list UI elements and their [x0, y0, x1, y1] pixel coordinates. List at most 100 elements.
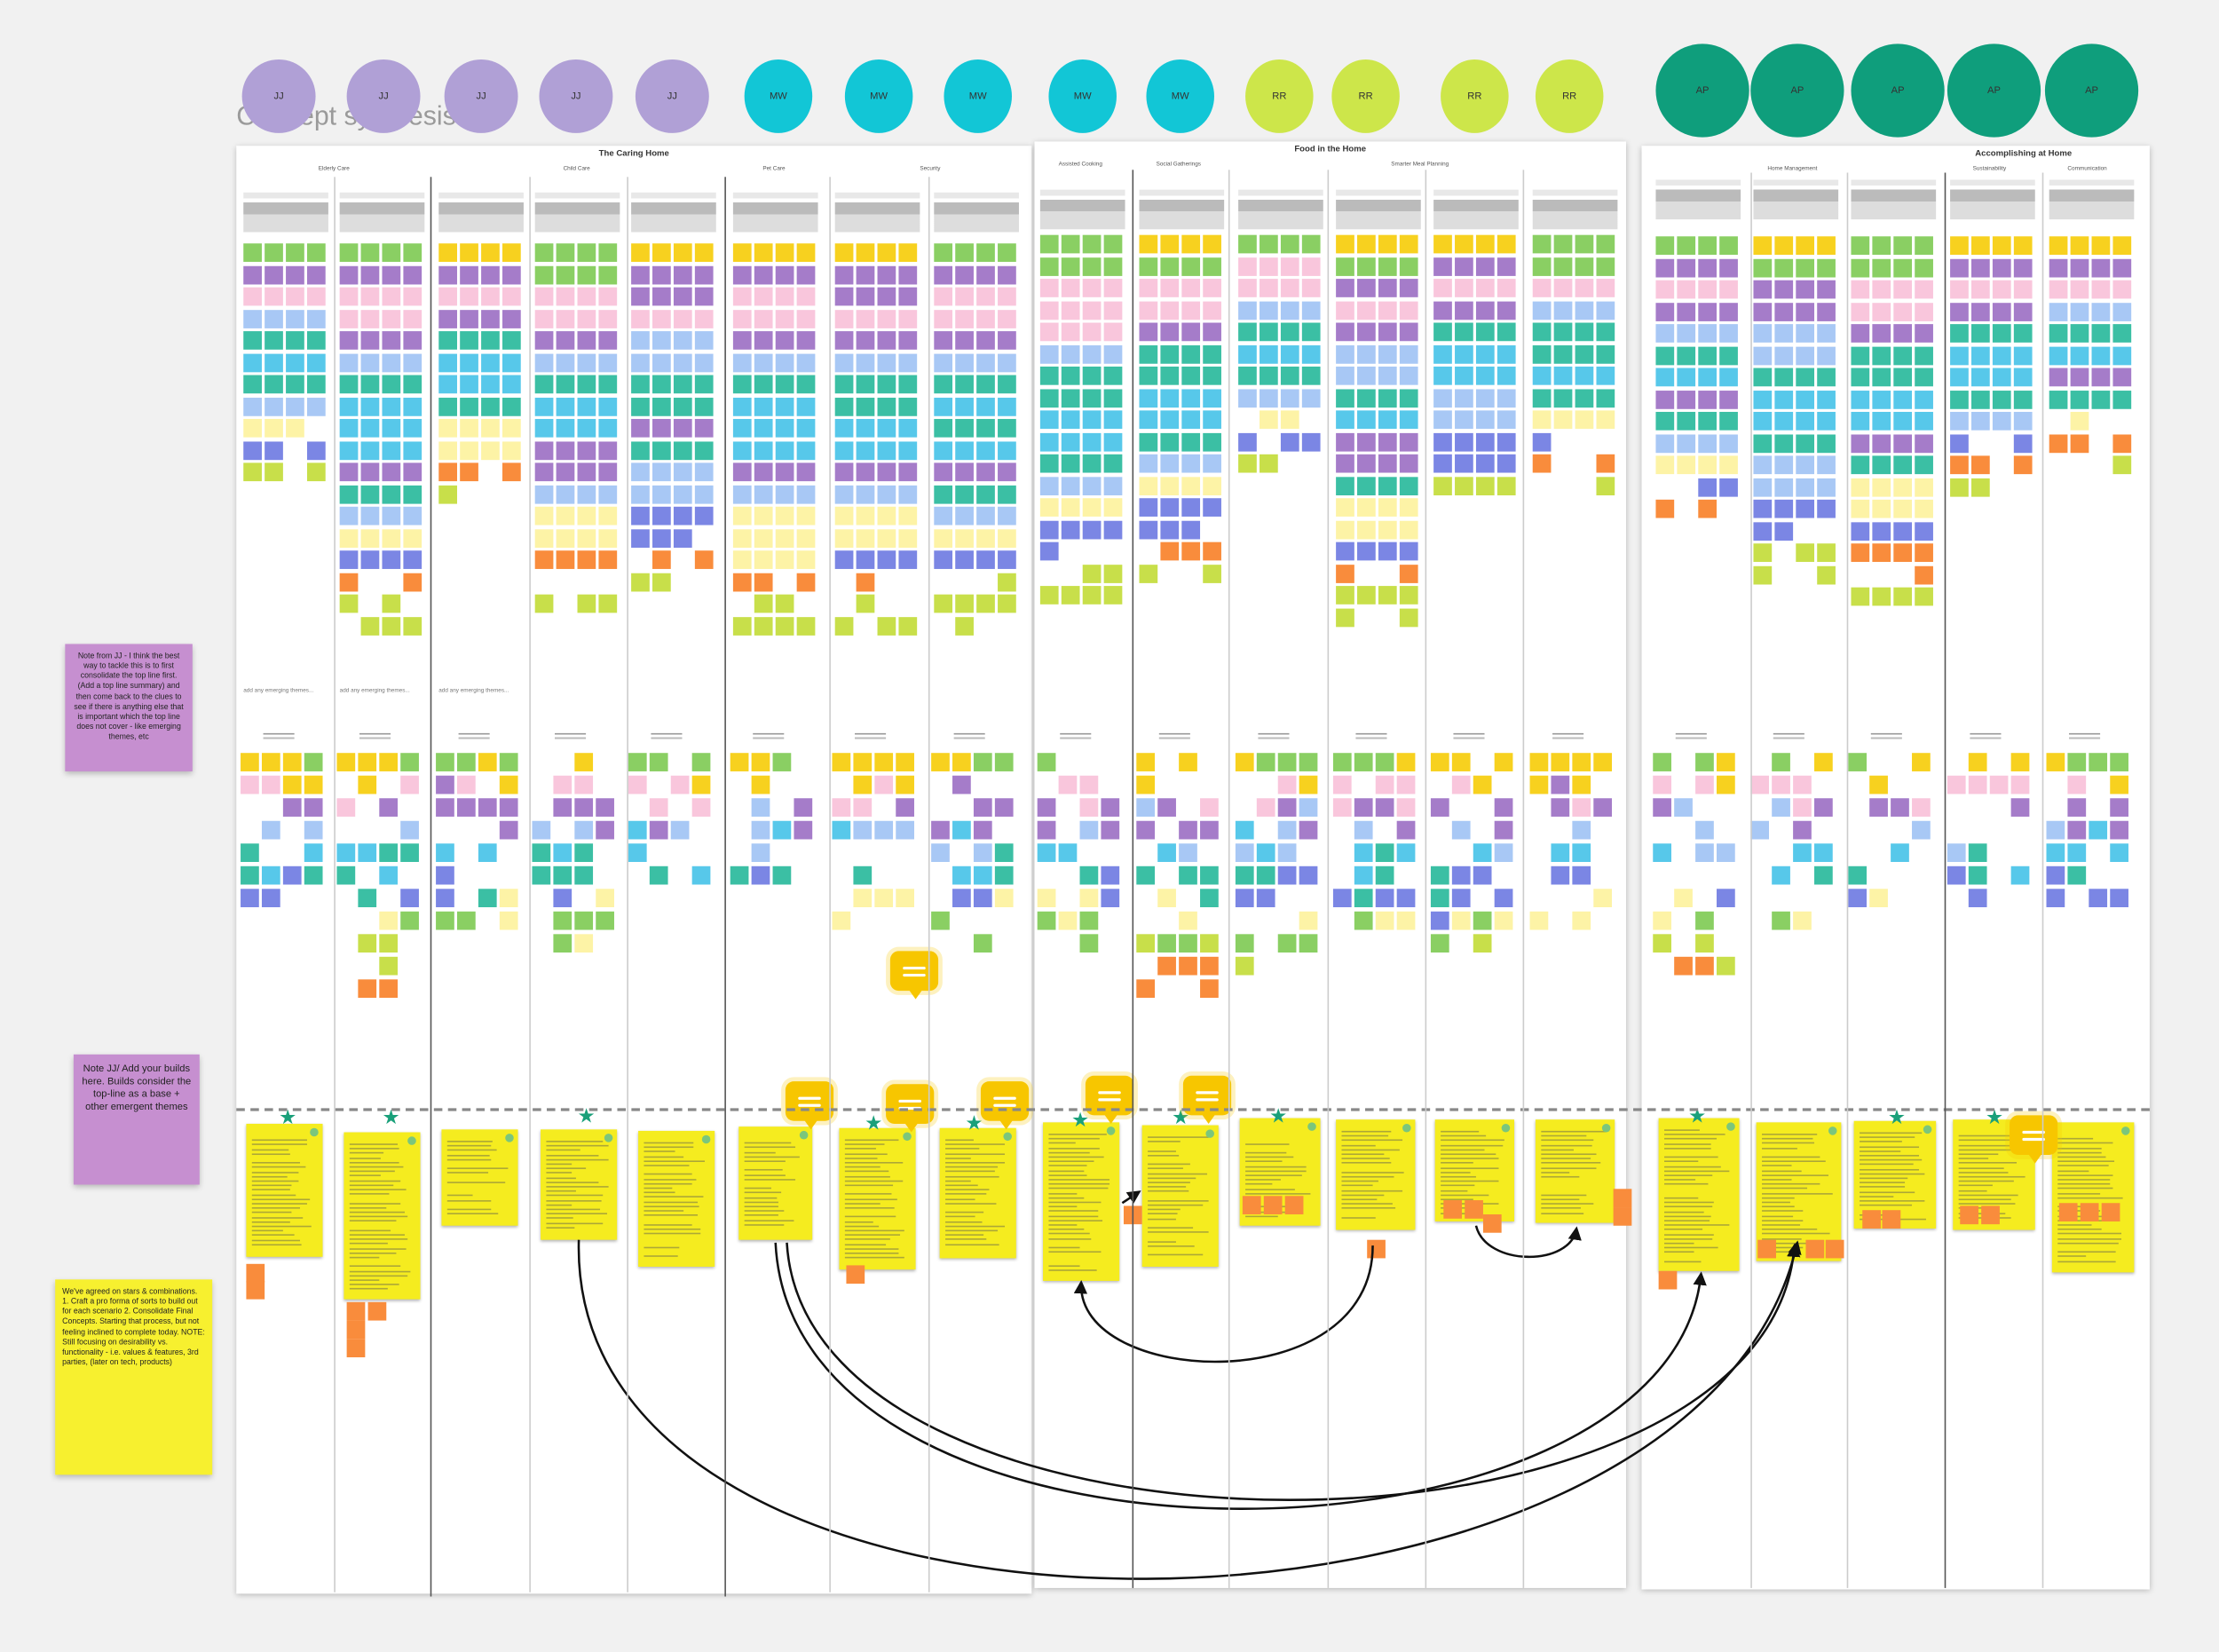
- sticky-note[interactable]: [1136, 934, 1156, 953]
- sticky-note[interactable]: [1572, 775, 1591, 794]
- sticky-note[interactable]: [481, 418, 500, 438]
- sticky-note[interactable]: [403, 265, 422, 284]
- sticky-note[interactable]: [1750, 775, 1769, 794]
- sticky-note[interactable]: [1473, 911, 1492, 930]
- sticky-note[interactable]: [481, 265, 500, 284]
- sticky-note[interactable]: [553, 843, 573, 862]
- sticky-note[interactable]: [775, 243, 794, 262]
- sticky-note[interactable]: [1915, 257, 1933, 277]
- sticky-note[interactable]: [628, 820, 647, 840]
- concept-card[interactable]: [344, 1132, 421, 1300]
- sticky-note[interactable]: [2046, 889, 2065, 908]
- sticky-note[interactable]: [796, 506, 816, 526]
- sticky-note[interactable]: [877, 265, 896, 284]
- sticky-note[interactable]: [973, 820, 992, 840]
- sticky-note[interactable]: [1915, 280, 1933, 299]
- sticky-note[interactable]: [265, 462, 283, 482]
- sticky-note[interactable]: [1260, 454, 1278, 473]
- sticky-note[interactable]: [877, 352, 896, 372]
- sticky-note[interactable]: [1103, 410, 1123, 430]
- sticky-note[interactable]: [1774, 302, 1794, 321]
- sticky-note[interactable]: [1039, 519, 1059, 539]
- sticky-note[interactable]: [339, 331, 359, 350]
- sticky-note[interactable]: [261, 775, 280, 794]
- sticky-note[interactable]: [1750, 820, 1769, 840]
- sticky-note[interactable]: [1203, 454, 1221, 473]
- sticky-note[interactable]: [628, 775, 647, 794]
- sticky-note[interactable]: [460, 375, 478, 394]
- sticky-note[interactable]: [2013, 345, 2033, 365]
- sticky-note[interactable]: [360, 528, 380, 548]
- sticky-note[interactable]: [2089, 889, 2108, 908]
- sticky-note[interactable]: [1160, 300, 1180, 320]
- sticky-note[interactable]: [438, 309, 457, 328]
- sticky-note[interactable]: [955, 485, 974, 503]
- sticky-note[interactable]: [1357, 498, 1376, 517]
- sticky-note[interactable]: [382, 375, 401, 394]
- sticky-note[interactable]: [1992, 411, 2011, 431]
- sticky-note[interactable]: [652, 331, 671, 350]
- sticky-note[interactable]: [856, 331, 875, 350]
- sticky-note[interactable]: [1915, 324, 1933, 343]
- sticky-note[interactable]: [1200, 889, 1219, 908]
- sticky-note[interactable]: [1061, 279, 1080, 297]
- sticky-note[interactable]: [1796, 543, 1815, 562]
- sticky-note[interactable]: [379, 866, 399, 885]
- sticky-note[interactable]: [1433, 454, 1452, 473]
- sticky-note[interactable]: [694, 462, 714, 482]
- sticky-note[interactable]: [775, 528, 794, 548]
- sticky-note[interactable]: [436, 911, 454, 930]
- sticky-note[interactable]: [1367, 1239, 1386, 1259]
- sticky-note[interactable]: [243, 243, 262, 262]
- sticky-note[interactable]: [1037, 911, 1056, 930]
- sticky-note[interactable]: [534, 462, 554, 482]
- sticky-note[interactable]: [553, 911, 573, 930]
- sticky-note[interactable]: [1101, 820, 1120, 840]
- sticky-note[interactable]: [2049, 302, 2068, 321]
- sticky-note[interactable]: [1284, 1196, 1304, 1214]
- sticky-note[interactable]: [1082, 432, 1102, 451]
- sticky-note[interactable]: [1551, 753, 1570, 771]
- sticky-note[interactable]: [261, 866, 280, 885]
- sticky-note[interactable]: [598, 594, 618, 613]
- sticky-note[interactable]: [1242, 1196, 1261, 1214]
- sticky-note[interactable]: [1970, 302, 1990, 321]
- sticky-note[interactable]: [2070, 280, 2089, 299]
- sticky-note[interactable]: [1332, 798, 1352, 817]
- sticky-note[interactable]: [976, 550, 995, 569]
- sticky-note[interactable]: [382, 440, 401, 460]
- sticky-note[interactable]: [438, 418, 457, 438]
- sticky-note[interactable]: [1430, 934, 1449, 953]
- sticky-note[interactable]: [1553, 300, 1573, 320]
- sticky-note[interactable]: [339, 506, 359, 526]
- sticky-note[interactable]: [1817, 324, 1836, 343]
- sticky-note[interactable]: [832, 911, 851, 930]
- sticky-note[interactable]: [598, 309, 618, 328]
- sticky-note[interactable]: [1160, 388, 1180, 407]
- sticky-note[interactable]: [896, 775, 914, 794]
- sticky-note[interactable]: [243, 265, 262, 284]
- sticky-note[interactable]: [1532, 454, 1552, 473]
- sticky-note[interactable]: [1280, 322, 1299, 342]
- sticky-note[interactable]: [1893, 236, 1913, 255]
- sticky-note[interactable]: [1677, 455, 1696, 475]
- concept-card[interactable]: [1336, 1119, 1416, 1230]
- sticky-note[interactable]: [673, 331, 692, 350]
- sticky-note[interactable]: [1970, 478, 1990, 496]
- sticky-note[interactable]: [952, 889, 971, 908]
- sticky-note[interactable]: [1238, 300, 1257, 320]
- sticky-note[interactable]: [1496, 432, 1516, 451]
- sticky-note[interactable]: [976, 462, 995, 482]
- sticky-note[interactable]: [532, 843, 551, 862]
- sticky-note[interactable]: [2110, 889, 2128, 908]
- sticky-note[interactable]: [1968, 866, 1987, 885]
- sticky-note[interactable]: [673, 440, 692, 460]
- sticky-note[interactable]: [898, 528, 918, 548]
- sticky-note[interactable]: [2112, 433, 2132, 453]
- sticky-note[interactable]: [1950, 390, 1969, 408]
- sticky-note[interactable]: [1655, 345, 1675, 365]
- sticky-note[interactable]: [754, 506, 773, 526]
- sticky-note[interactable]: [1061, 322, 1080, 342]
- reference-screenshot[interactable]: [534, 192, 620, 233]
- sticky-note[interactable]: [998, 265, 1016, 284]
